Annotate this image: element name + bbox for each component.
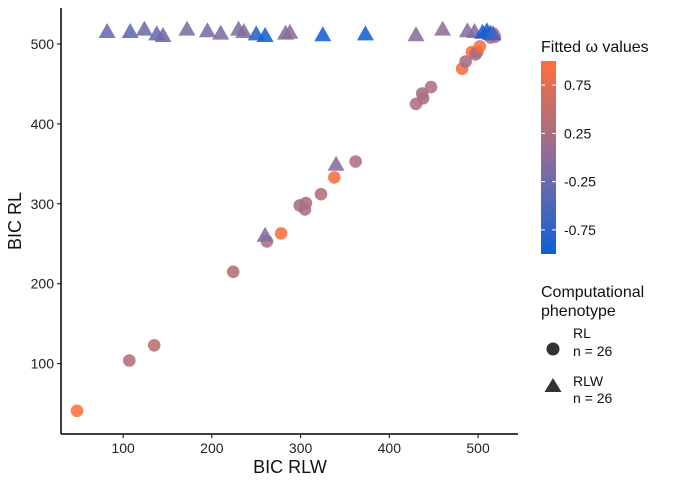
y-tick-label: 400 [31, 116, 55, 132]
plot-area: 100 200 300 400 500 100 200 300 400 500 [31, 8, 518, 456]
y-tick-label: 300 [31, 196, 55, 212]
color-legend: Fitted ω values 0.75 0.25 -0.25 -0.75 [541, 39, 649, 254]
rl-point-15 [424, 80, 438, 94]
rlw-point-24 [230, 20, 247, 36]
rlw-point-6 [212, 24, 230, 40]
color-legend-ticks: 0.75 0.25 -0.25 -0.75 [541, 77, 596, 238]
shape-legend-title-line1: Computational [541, 284, 644, 301]
rl-point-8 [299, 196, 313, 210]
rlw-point-5 [178, 20, 196, 36]
rl-point-0 [70, 404, 84, 418]
rlw-point-22 [256, 226, 274, 242]
legend-rl-count: n = 26 [573, 343, 613, 359]
rlw-point-21 [484, 25, 502, 41]
rlw-point-1 [121, 23, 139, 38]
rlw-point-9 [256, 27, 274, 42]
rl-point-3 [226, 265, 240, 279]
color-legend-title: Fitted ω values [541, 39, 649, 56]
colorbar-tick-label: -0.25 [564, 174, 596, 190]
rl-point-9 [314, 187, 328, 201]
x-axis-title: BIC RLW [253, 457, 327, 477]
rlw-point-4 [154, 27, 172, 42]
x-tick-label: 300 [289, 440, 313, 456]
colorbar-tick-label: -0.75 [564, 222, 596, 238]
rlw-point-13 [356, 25, 374, 41]
y-tick-label: 500 [31, 36, 55, 52]
colorbar-tick-label: 0.25 [564, 125, 591, 141]
rl-point-14 [416, 92, 430, 105]
x-tick-label: 100 [111, 440, 135, 456]
y-tick-label: 200 [31, 276, 55, 292]
rlw-point-25 [198, 22, 216, 38]
rl-point-2 [147, 339, 161, 352]
rl-point-11 [349, 155, 362, 168]
legend-circle-symbol [546, 342, 560, 356]
rl-point-10 [328, 171, 341, 184]
y-axis-title: BIC RL [5, 192, 25, 250]
rl-point-1 [123, 354, 136, 367]
rlw-point-0 [98, 23, 116, 38]
rl-point-5 [274, 227, 288, 240]
x-tick-label: 400 [378, 440, 402, 456]
legend-rl-label: RL [573, 325, 591, 341]
rlw-point-11 [281, 23, 299, 39]
colorbar-tick-label: 0.75 [564, 77, 591, 93]
color-legend-bar [541, 61, 556, 254]
legend-rlw-label: RLW [573, 373, 604, 389]
rl-point-21 [473, 40, 487, 53]
rlw-point-2 [135, 20, 153, 36]
legend-rlw-count: n = 26 [573, 390, 613, 406]
points-layer [70, 20, 502, 418]
legend-triangle-symbol [544, 378, 562, 392]
y-tick-label: 100 [31, 356, 55, 372]
rlw-point-23 [327, 155, 345, 171]
x-tick-label: 500 [466, 440, 490, 456]
ticks-layer: 100 200 300 400 500 100 200 300 400 500 [31, 36, 490, 456]
shape-legend: Computational phenotype RL n = 26 RLW n … [541, 284, 644, 406]
rlw-point-12 [314, 26, 332, 42]
rl-point-17 [459, 55, 472, 68]
rlw-point-15 [434, 20, 452, 36]
rlw-point-14 [407, 26, 425, 42]
x-tick-label: 200 [200, 440, 224, 456]
shape-legend-title-line2: phenotype [541, 303, 616, 320]
